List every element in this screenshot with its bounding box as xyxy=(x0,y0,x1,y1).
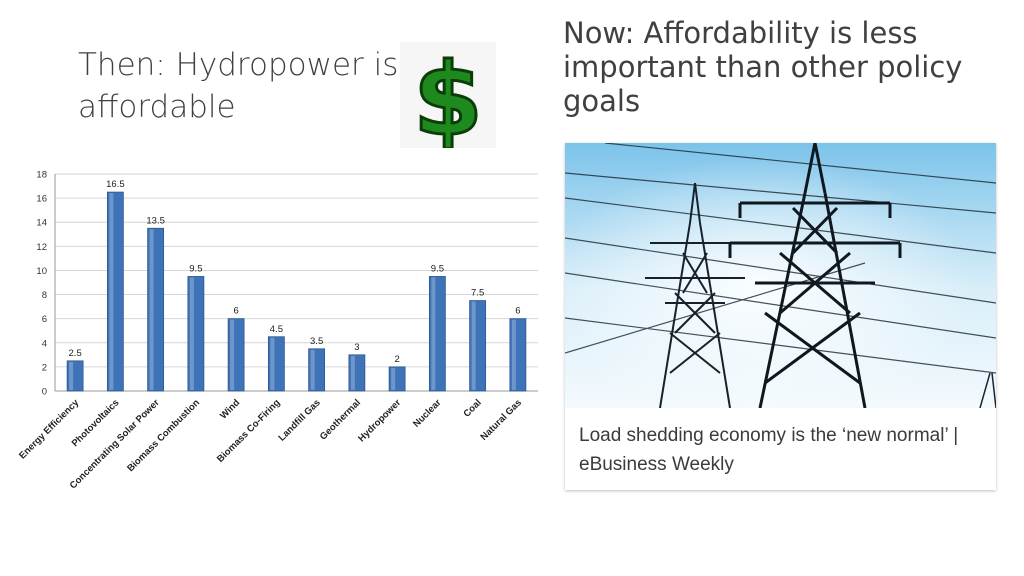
bar xyxy=(267,336,285,392)
y-tick-label: 4 xyxy=(42,338,47,349)
right-heading: Now: Affordability is less important tha… xyxy=(563,16,963,118)
bar-value-label: 9.5 xyxy=(431,263,444,274)
bar-value-label: 2 xyxy=(394,354,399,365)
news-caption[interactable]: Load shedding economy is the ‘new normal… xyxy=(579,425,959,475)
bar-highlight xyxy=(310,349,315,390)
bar xyxy=(147,227,165,392)
svg-text:$: $ xyxy=(413,42,483,148)
x-category-label: Landfill Gas xyxy=(277,397,323,443)
bar-value-label: 6 xyxy=(515,306,520,317)
bar-value-label: 13.5 xyxy=(146,215,165,226)
bar-highlight xyxy=(471,301,476,390)
bar xyxy=(348,354,366,392)
y-tick-label: 8 xyxy=(42,290,47,301)
x-category-label: Energy Efficiency xyxy=(17,397,82,462)
news-card[interactable]: Load shedding economy is the ‘new normal… xyxy=(565,143,996,490)
cost-bar-chart: 0 2 4 6 8 10 12 14 16 18 2.5 Energy Efficiency 16.5 P… xyxy=(10,160,550,500)
bar-value-label: 3.5 xyxy=(310,336,323,347)
bar-highlight xyxy=(391,367,396,390)
bar-value-label: 4.5 xyxy=(270,324,283,335)
y-tick-label: 2 xyxy=(42,362,47,373)
bar xyxy=(469,300,487,392)
x-category-label: Wind xyxy=(218,397,242,421)
y-tick-label: 0 xyxy=(42,387,47,398)
bar-highlight xyxy=(270,337,275,390)
y-tick-label: 12 xyxy=(36,242,47,253)
bar-highlight xyxy=(350,355,355,390)
dollar-sign-icon: $ xyxy=(400,40,496,160)
bar xyxy=(509,318,527,392)
bar-highlight xyxy=(230,319,235,390)
bar xyxy=(106,191,124,392)
bar-value-label: 7.5 xyxy=(471,288,484,299)
y-tick-label: 14 xyxy=(36,218,47,229)
bar xyxy=(428,276,446,392)
bar-highlight xyxy=(431,277,436,390)
x-category-label: Nuclear xyxy=(411,397,444,430)
bar-highlight xyxy=(189,277,194,390)
bar-value-label: 9.5 xyxy=(189,263,202,274)
bar-highlight xyxy=(149,229,154,390)
bar-value-label: 16.5 xyxy=(106,179,125,190)
y-tick-label: 16 xyxy=(36,194,47,205)
left-heading: Then: Hydropower is affordable xyxy=(78,47,399,125)
bar xyxy=(308,348,326,392)
bar xyxy=(66,360,84,392)
x-category-label: Biomass Combustion xyxy=(125,397,202,474)
bar xyxy=(227,318,245,392)
bar xyxy=(388,366,406,392)
x-category-label: Hydropower xyxy=(356,397,403,444)
bar-highlight xyxy=(511,319,516,390)
y-tick-label: 6 xyxy=(42,314,47,325)
bar-value-label: 3 xyxy=(354,342,359,353)
bar-highlight xyxy=(109,193,114,390)
bar-value-label: 2.5 xyxy=(69,348,82,359)
bar xyxy=(187,276,205,392)
y-tick-label: 10 xyxy=(36,266,47,277)
bar-highlight xyxy=(69,361,74,390)
x-category-label: Coal xyxy=(461,397,483,419)
bar-value-label: 6 xyxy=(233,306,238,317)
x-category-label: Natural Gas xyxy=(479,397,524,442)
power-pylons-image xyxy=(565,143,996,409)
y-tick-label: 18 xyxy=(36,170,47,181)
